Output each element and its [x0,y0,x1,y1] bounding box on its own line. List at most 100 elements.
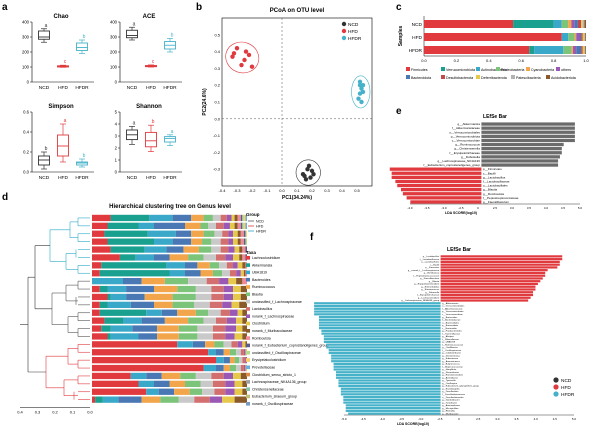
bar-segment [123,278,142,285]
feature-label: c__Bacteroidia [442,327,457,330]
bar-segment [195,309,209,316]
significance-letter: a [171,129,174,135]
x-tick-label: 0.0 [421,58,427,63]
lda-bar [440,285,536,288]
x-tick-label: 0.4 [339,188,345,193]
bar-segment [216,349,224,356]
lda-bar [318,324,441,327]
bar-segment [203,317,216,324]
bar-segment [240,270,244,277]
bar-segment [581,33,583,41]
scatter-point [302,173,307,179]
bar-segment [110,325,133,332]
bar-segment [226,262,234,269]
legend-swatch [511,75,515,79]
bar-segment [243,270,246,277]
feature-label: g__Ruminiclostridium [442,374,463,377]
feature-label: g__Acetatifactor [442,376,458,379]
significance-letter: c [152,59,155,65]
bar-segment [209,396,223,403]
feature-label: g__Ruminococcus [455,143,480,147]
feature-label: g__Alistipes [442,335,455,338]
legend-swatch [526,67,530,71]
bar-segment [99,309,147,316]
y-axis-label: PC2(24.6%) [202,88,208,116]
legend-label: norank_f_Oscillospiraceae [252,402,293,406]
lda-bar [348,412,441,415]
legend-label: HFD [256,225,264,229]
feature-label: o__Lactobacillales [421,261,440,264]
bar-segment [571,46,574,54]
bar-segment [130,301,154,308]
legend-swatch [246,285,250,289]
legend-label: Akkermansia [252,263,272,267]
significance-letter: a [45,23,48,29]
bar-segment [242,325,247,332]
x-axis-label: LDA SCORE(log10) [397,422,429,426]
bar-segment [245,214,247,222]
lda-bar [328,351,441,355]
bar-segment [101,325,111,332]
bar-segment [185,270,201,277]
lda-bar [345,407,441,410]
bar-segment [172,293,196,301]
feature-label: g__Anaeroplasma [442,404,461,407]
bar-segment [236,270,241,277]
bar-segment [92,372,131,380]
bar-segment [123,317,142,324]
bar-segment [203,230,215,237]
legend-label: Proteobacteria [501,68,524,72]
significance-letter: b [45,146,48,152]
bar-segment [237,238,241,245]
legend-swatch [476,75,480,79]
x-tick-label: -0.3 [234,188,242,193]
box [76,42,88,51]
lda-bar [440,280,541,283]
bar-segment [245,246,247,253]
bar-segment [214,230,223,237]
x-tick-label: 3.5 [527,206,532,210]
x-tick-label: HFD [58,85,68,91]
legend-swatch [246,343,250,348]
x-tick-label: 0.2 [309,188,315,193]
y-tick-label: 0.4 [23,130,29,135]
y-tick-label: 0 [115,80,118,85]
lda-bar [395,179,482,184]
lda-bar [345,404,441,407]
bar-segment [568,20,572,28]
bar-segment [197,325,213,332]
bar-segment [237,309,243,316]
box [38,155,50,166]
feature-label: g__Faecalibaculum [420,278,439,280]
bar-segment [135,254,154,261]
x-tick-label: NCD [39,85,50,91]
bar-segment [188,278,207,285]
bar-segment [243,349,246,356]
x-tick-label: HFD [146,175,156,181]
x-tick-label: 0.3 [324,188,330,193]
bar-segment [99,301,108,308]
bar-segment [92,309,100,316]
legend-swatch [246,321,250,326]
feature-label: g__Eisenbergiella [442,387,460,390]
bar-segment [234,222,238,229]
feature-label: c__Bacilli [430,264,440,266]
bar-segment [195,285,212,293]
bar-segment [144,293,173,301]
legend-label: Deferribacterota [481,76,507,80]
bar-segment [200,380,213,387]
bar-segment [234,396,247,403]
lda-bar [314,302,441,305]
lda-bar [323,338,441,341]
bar-segment [154,380,170,387]
legend-label: others [561,68,571,72]
bar-segment [242,222,244,229]
bar-segment [160,396,179,403]
bar-segment [228,278,237,285]
bar-segment [211,285,224,293]
bar-segment [110,293,127,301]
bar-segment [191,230,204,237]
bar-segment [138,222,154,229]
y-tick-label: 0.6 [23,110,29,115]
